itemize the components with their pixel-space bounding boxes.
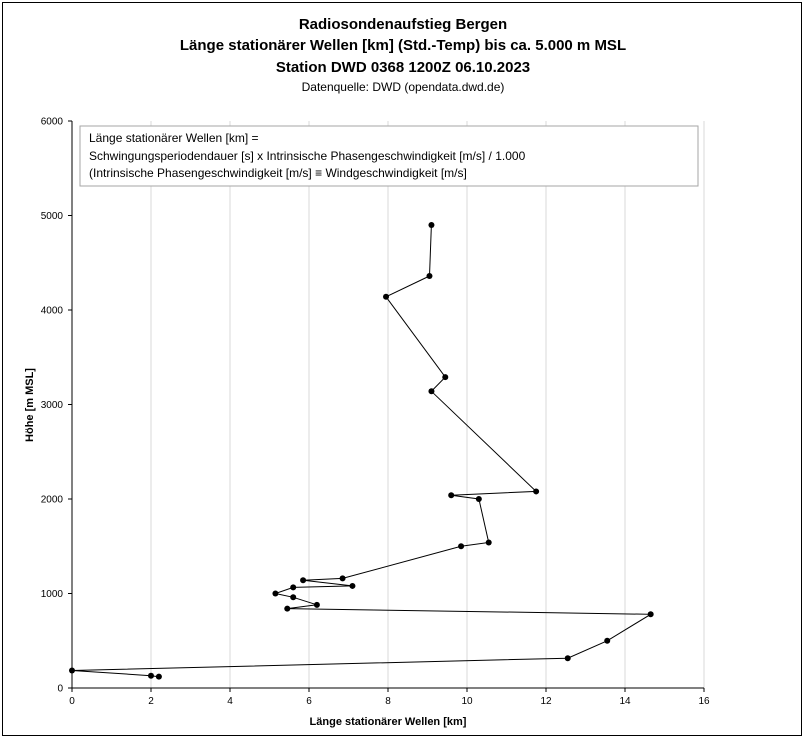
y-tick-label: 3000	[41, 400, 64, 411]
annotation-line-1: Länge stationärer Wellen [km] =	[89, 131, 259, 145]
y-tick-label: 0	[57, 684, 63, 695]
data-point	[383, 293, 390, 300]
data-point	[428, 221, 435, 228]
axes	[68, 120, 705, 692]
x-tick-label: 10	[461, 696, 473, 707]
x-tick-label: 4	[227, 696, 233, 707]
data-point	[647, 611, 654, 618]
annotation-box	[79, 125, 699, 187]
data-point	[533, 488, 540, 495]
data-point	[426, 272, 433, 279]
data-point	[458, 543, 465, 550]
x-tick-label: 2	[148, 696, 154, 707]
y-tick-label: 2000	[41, 495, 64, 506]
data-point	[428, 388, 435, 395]
annotation-line-3: (Intrinsische Phasengeschwindigkeit [m/s…	[89, 166, 467, 180]
data-point	[148, 672, 154, 679]
data-point	[475, 496, 482, 502]
data-point	[339, 575, 346, 582]
y-tick-label: 5000	[41, 211, 64, 222]
data-point	[272, 590, 279, 597]
x-tick-label: 0	[69, 696, 75, 707]
x-axis-title: Länge stationärer Wellen [km]	[310, 716, 467, 728]
x-tick-label: 6	[306, 696, 312, 707]
data-point	[604, 637, 611, 644]
data-point	[485, 539, 492, 546]
y-tick-label: 4000	[41, 306, 64, 317]
data-point	[349, 582, 356, 589]
y-tick-label: 1000	[41, 589, 64, 600]
grid-lines	[150, 121, 705, 688]
data-point	[155, 673, 162, 680]
data-point	[313, 601, 320, 608]
x-tick-label: 12	[540, 696, 552, 707]
x-tick-label: 16	[698, 696, 710, 707]
chart-title: Radiosondenaufstieg Bergen	[298, 16, 508, 33]
x-tick-label: 8	[385, 696, 391, 707]
series-line	[69, 221, 654, 680]
chart-subtitle-1: Länge stationärer Wellen [km] (Std.-Temp…	[179, 37, 627, 54]
data-point	[300, 577, 307, 584]
data-point	[564, 655, 571, 662]
data-point	[284, 605, 291, 612]
y-axis-title: Höhe [m MSL]	[24, 368, 36, 442]
chart-subtitle-2: Station DWD 0368 1200Z 06.10.2023	[275, 59, 531, 76]
data-point	[290, 584, 297, 591]
data-point	[442, 374, 449, 381]
series-polyline	[71, 224, 653, 678]
data-point	[448, 492, 455, 499]
chart-source: Datenquelle: DWD (opendata.dwd.de)	[301, 80, 505, 94]
y-tick-label: 6000	[41, 117, 64, 128]
tick-labels: 0 2 4 6 8 10 12 14 16 0 1000 2000 3000 4000 5000 6000	[41, 117, 710, 708]
annotation-line-2: Schwingungsperiodendauer [s] x Intrinsis…	[89, 149, 526, 163]
data-point	[290, 594, 297, 601]
x-tick-label: 14	[619, 696, 631, 707]
data-point	[69, 667, 75, 674]
